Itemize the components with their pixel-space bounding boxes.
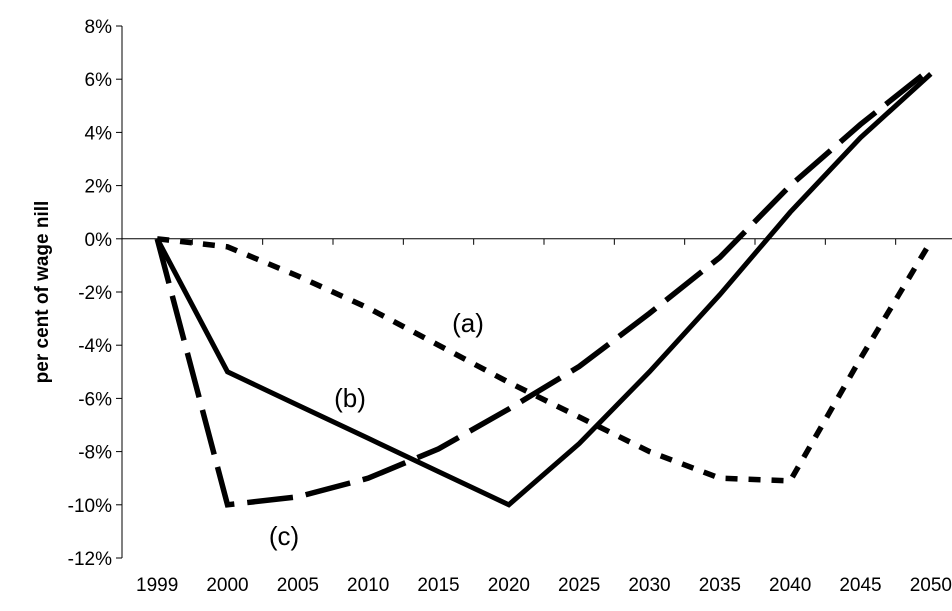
- y-axis-title: per cent of wage nill: [32, 201, 53, 384]
- x-tick-label: 2030: [628, 575, 670, 596]
- x-tick-label: 2050: [910, 575, 952, 596]
- series-line-0: [156, 236, 934, 484]
- y-tick-label: 6%: [85, 70, 113, 91]
- x-tick-label: 2010: [347, 575, 389, 596]
- x-tick-label: 1999: [136, 575, 178, 596]
- y-tick-label: 4%: [85, 123, 113, 144]
- x-tick-label: 2015: [417, 575, 459, 596]
- y-tick-label: -12%: [68, 549, 112, 570]
- y-tick-label: 8%: [85, 17, 113, 38]
- y-tick-label: -6%: [78, 389, 112, 410]
- y-tick-label: -4%: [78, 336, 112, 357]
- y-tick-label: 2%: [85, 177, 113, 198]
- series-line-1: [154, 72, 933, 508]
- y-tick-label: 0%: [85, 230, 113, 251]
- y-tick-label: -10%: [68, 496, 112, 517]
- series-label-0: (a): [452, 308, 484, 338]
- series-lines: [154, 66, 934, 508]
- x-tick-label: 2040: [769, 575, 811, 596]
- x-tick-label: 2035: [699, 575, 741, 596]
- axes: -12% -10% -8% -6% -4% -2% 0% 2% 4% 6% 8% 1999 2000 20…: [32, 17, 952, 596]
- series-line-2: [154, 66, 933, 508]
- series-label-2: (c): [269, 521, 299, 551]
- series-label-1: (b): [334, 383, 366, 413]
- x-tick-label: 2000: [206, 575, 248, 596]
- series-labels: (a) (b) (c): [269, 308, 484, 551]
- y-tick-label: -8%: [78, 443, 112, 464]
- x-tick-label: 2025: [558, 575, 600, 596]
- x-tick-label: 2045: [839, 575, 881, 596]
- x-tick-label: 2020: [488, 575, 530, 596]
- x-tick-label: 2005: [277, 575, 319, 596]
- y-tick-label: -2%: [78, 283, 112, 304]
